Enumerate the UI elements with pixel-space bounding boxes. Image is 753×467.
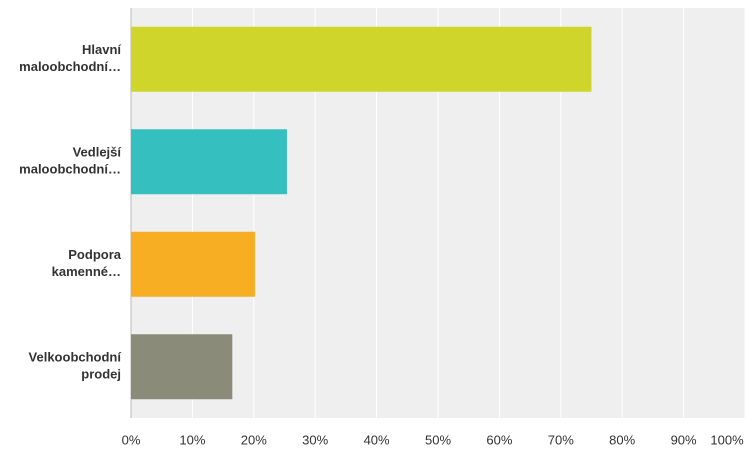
x-tick-label: 70% (548, 432, 574, 447)
bar (131, 334, 233, 400)
y-tick-label: Podpora (68, 247, 121, 262)
y-tick-label: prodej (81, 367, 121, 382)
x-tick-label: 60% (486, 432, 512, 447)
bar (131, 129, 287, 195)
bar (131, 231, 256, 297)
bar (131, 26, 592, 92)
y-tick-label: Vedlejší (73, 145, 122, 160)
x-tick-label: 20% (241, 432, 267, 447)
x-tick-label: 80% (609, 432, 635, 447)
y-tick-label: Hlavní (82, 42, 121, 57)
y-tick-label: Velkoobchodní (29, 350, 122, 365)
y-tick-label: kamenné… (52, 264, 121, 279)
y-tick-label: maloobchodní… (19, 162, 121, 177)
y-tick-label: maloobchodní… (19, 59, 121, 74)
x-tick-label: 100% (710, 432, 744, 447)
x-tick-label: 0% (122, 432, 141, 447)
x-tick-label: 40% (364, 432, 390, 447)
x-tick-label: 30% (302, 432, 328, 447)
x-tick-label: 90% (671, 432, 697, 447)
x-tick-label: 10% (179, 432, 205, 447)
x-tick-label: 50% (425, 432, 451, 447)
